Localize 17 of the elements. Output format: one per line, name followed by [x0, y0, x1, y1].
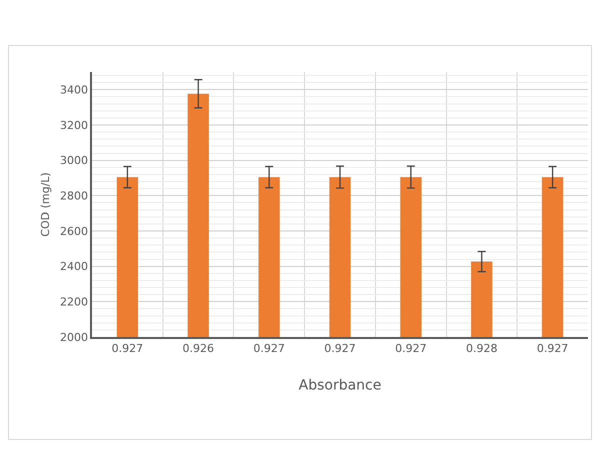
y-tick-label: 2600	[60, 224, 88, 238]
y-tick-label: 2200	[60, 296, 88, 309]
x-tick-label: 0.927	[112, 342, 144, 355]
y-axis-title: COD (mg/L)	[39, 172, 52, 237]
y-tick-label: 2800	[60, 190, 88, 203]
y-tick-label: 2000	[60, 330, 88, 344]
x-tick-label: 0.926	[182, 342, 214, 355]
x-tick-label: 0.927	[536, 342, 568, 355]
x-tick-label: 0.927	[253, 342, 285, 355]
y-tick-label: 3200	[60, 118, 88, 132]
x-tick-label: 0.927	[395, 342, 427, 355]
y-tick-label: 3000	[60, 154, 88, 168]
x-tick-label: 0.928	[466, 342, 498, 355]
y-tick-label: 2400	[60, 260, 88, 274]
x-axis-title: Absorbance	[298, 378, 382, 394]
x-tick-label: 0.927	[324, 342, 356, 355]
y-tick-label: 3400	[60, 84, 88, 97]
